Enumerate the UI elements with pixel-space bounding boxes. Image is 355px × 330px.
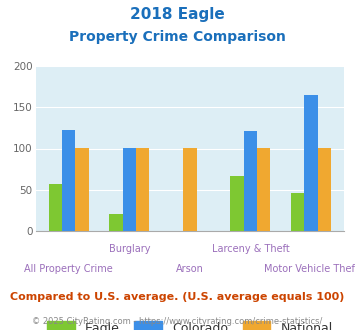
Text: Compared to U.S. average. (U.S. average equals 100): Compared to U.S. average. (U.S. average … xyxy=(10,292,345,302)
Text: Property Crime Comparison: Property Crime Comparison xyxy=(69,30,286,44)
Bar xyxy=(257,148,271,231)
Bar xyxy=(109,214,123,231)
Text: Motor Vehicle Theft: Motor Vehicle Theft xyxy=(264,264,355,274)
Text: Arson: Arson xyxy=(176,264,204,274)
Bar xyxy=(49,184,62,231)
Bar xyxy=(304,95,318,231)
Bar xyxy=(76,148,89,231)
Bar xyxy=(62,130,76,231)
Legend: Eagle, Colorado, National: Eagle, Colorado, National xyxy=(42,316,338,330)
Text: 2018 Eagle: 2018 Eagle xyxy=(130,7,225,21)
Bar xyxy=(136,148,149,231)
Bar xyxy=(318,148,331,231)
Text: Larceny & Theft: Larceny & Theft xyxy=(212,244,289,254)
Bar xyxy=(291,193,304,231)
Bar xyxy=(123,148,136,231)
Bar xyxy=(183,148,197,231)
Text: All Property Crime: All Property Crime xyxy=(24,264,113,274)
Bar xyxy=(244,131,257,231)
Bar xyxy=(230,176,244,231)
Text: © 2025 CityRating.com - https://www.cityrating.com/crime-statistics/: © 2025 CityRating.com - https://www.city… xyxy=(32,317,323,326)
Text: Burglary: Burglary xyxy=(109,244,150,254)
